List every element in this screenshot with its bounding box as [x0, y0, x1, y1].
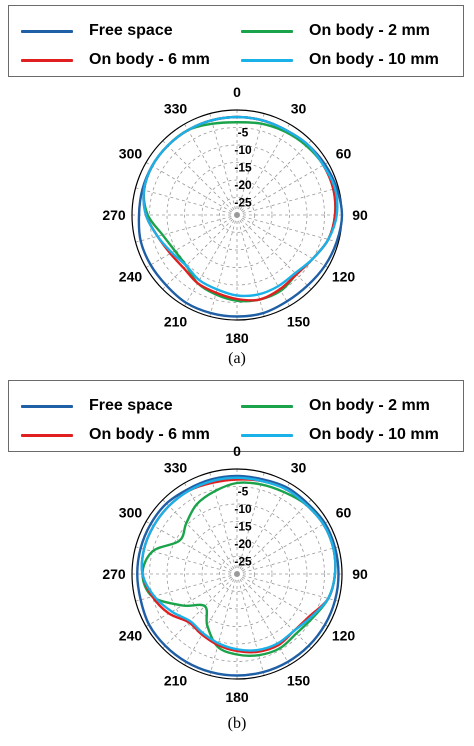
legend-label-on-body-10mm: On body - 10 mm: [309, 426, 439, 443]
series-line-on-body-10-mm: [142, 115, 339, 298]
angle-tick-label: 120: [332, 628, 356, 644]
legend-swatch-free-space: [21, 29, 73, 33]
radial-tick-label: -5: [238, 126, 249, 140]
legend-label-free-space: Free space: [89, 397, 173, 414]
angle-tick-label: 0: [233, 443, 241, 459]
legend-label-on-body-6mm: On body - 6 mm: [89, 51, 210, 68]
legend-label-on-body-2mm: On body - 2 mm: [309, 397, 430, 414]
legend-label-on-body-10mm: On body - 10 mm: [309, 51, 439, 68]
legend-label-on-body-2mm: On body - 2 mm: [309, 22, 430, 39]
grid-circle: [184, 521, 290, 627]
radial-tick-label: -20: [234, 537, 252, 551]
grid-spoke: [162, 499, 238, 575]
angle-tick-label: 30: [291, 100, 307, 116]
angle-tick-label: 150: [287, 673, 311, 689]
angle-tick-label: 300: [119, 146, 143, 162]
angle-tick-label: 330: [164, 459, 188, 475]
grid-circle: [166, 144, 308, 286]
grid-circle: [166, 503, 308, 645]
legend-item-on-body-2mm: On body - 2 mm: [241, 397, 430, 415]
grid-circle: [184, 162, 290, 268]
legend-a: Free space On body - 2 mm On body - 6 mm…: [8, 5, 464, 77]
angle-tick-label: 270: [102, 207, 126, 223]
series-line-on-body-10-mm: [140, 476, 337, 652]
grid-spoke: [162, 140, 238, 216]
legend-item-on-body-10mm: On body - 10 mm: [241, 426, 439, 444]
grid-spoke: [236, 214, 329, 268]
angle-tick-label: 240: [119, 628, 143, 644]
radial-tick-label: -5: [238, 485, 249, 499]
grid-circle: [219, 556, 255, 592]
grid-circle: [149, 127, 325, 303]
angle-tick-label: 60: [336, 505, 352, 521]
angle-tick-label: 180: [225, 330, 249, 346]
angle-tick-label: 30: [291, 459, 307, 475]
radial-tick-label: -25: [234, 555, 252, 569]
legend-item-on-body-10mm: On body - 10 mm: [241, 51, 439, 69]
legend-item-on-body-6mm: On body - 6 mm: [21, 426, 210, 444]
polar-plot-b: 0 30 60 90 120 150 180 210 240 270 300 330 -5 -10 -15 -…: [102, 443, 368, 705]
legend-swatch-on-body-2mm: [241, 29, 293, 33]
radial-tick-label: -15: [234, 161, 252, 175]
angle-tick-label: 300: [119, 505, 143, 521]
grid-circle: [201, 179, 273, 251]
grid-spoke: [162, 573, 238, 649]
legend-swatch-on-body-2mm: [241, 404, 293, 408]
panel-a: Free space On body - 2 mm On body - 6 mm…: [8, 5, 464, 367]
legend-label-on-body-6mm: On body - 6 mm: [89, 426, 210, 443]
grid-spoke: [236, 573, 312, 649]
legend-swatch-on-body-6mm: [21, 433, 73, 437]
legend-item-free-space: Free space: [21, 397, 173, 415]
grid-circle: [219, 197, 255, 233]
caption-b: (b): [227, 715, 247, 732]
angle-tick-label: 0: [233, 84, 241, 100]
legend-swatch-on-body-10mm: [241, 58, 293, 62]
angle-tick-label: 210: [164, 673, 188, 689]
radial-tick-label: -20: [234, 178, 252, 192]
angle-tick-label: 210: [164, 314, 188, 330]
angle-tick-label: 90: [352, 566, 368, 582]
polar-boundary: [131, 468, 343, 680]
radial-tick-label: -10: [234, 143, 252, 157]
caption-a: (a): [228, 350, 246, 367]
panel-b: Free space On body - 2 mm On body - 6 mm…: [0, 373, 474, 746]
legend-label-free-space: Free space: [89, 22, 173, 39]
angle-tick-label: 90: [352, 207, 368, 223]
polar-plot-a: 0 30 60 90 120 150 180 210 240 270 300 330 -5 -10 -15 -…: [102, 84, 368, 346]
legend-swatch-on-body-10mm: [241, 433, 293, 437]
angle-tick-label: 270: [102, 566, 126, 582]
radial-tick-label: -25: [234, 196, 252, 210]
radial-tick-label: -15: [234, 520, 252, 534]
legend-swatch-on-body-6mm: [21, 58, 73, 62]
angle-tick-label: 180: [225, 689, 249, 705]
series-line-free-space: [136, 474, 340, 677]
radial-tick-label: -10: [234, 502, 252, 516]
grid-spoke: [236, 573, 329, 627]
angle-tick-label: 330: [164, 100, 188, 116]
angle-tick-label: 150: [287, 314, 311, 330]
grid-spoke: [184, 123, 238, 216]
legend-item-on-body-6mm: On body - 6 mm: [21, 51, 210, 69]
grid-spoke: [184, 482, 238, 575]
grid-circle: [201, 538, 273, 610]
angle-tick-label: 120: [332, 269, 356, 285]
legend-item-on-body-2mm: On body - 2 mm: [241, 22, 430, 40]
legend-b: Free space On body - 2 mm On body - 6 mm…: [8, 380, 464, 452]
grid-circle: [149, 486, 325, 662]
angle-tick-label: 240: [119, 269, 143, 285]
legend-item-free-space: Free space: [21, 22, 173, 40]
grid-spoke: [236, 214, 312, 290]
grid-spoke: [162, 214, 238, 290]
angle-tick-label: 60: [336, 146, 352, 162]
legend-swatch-free-space: [21, 404, 73, 408]
